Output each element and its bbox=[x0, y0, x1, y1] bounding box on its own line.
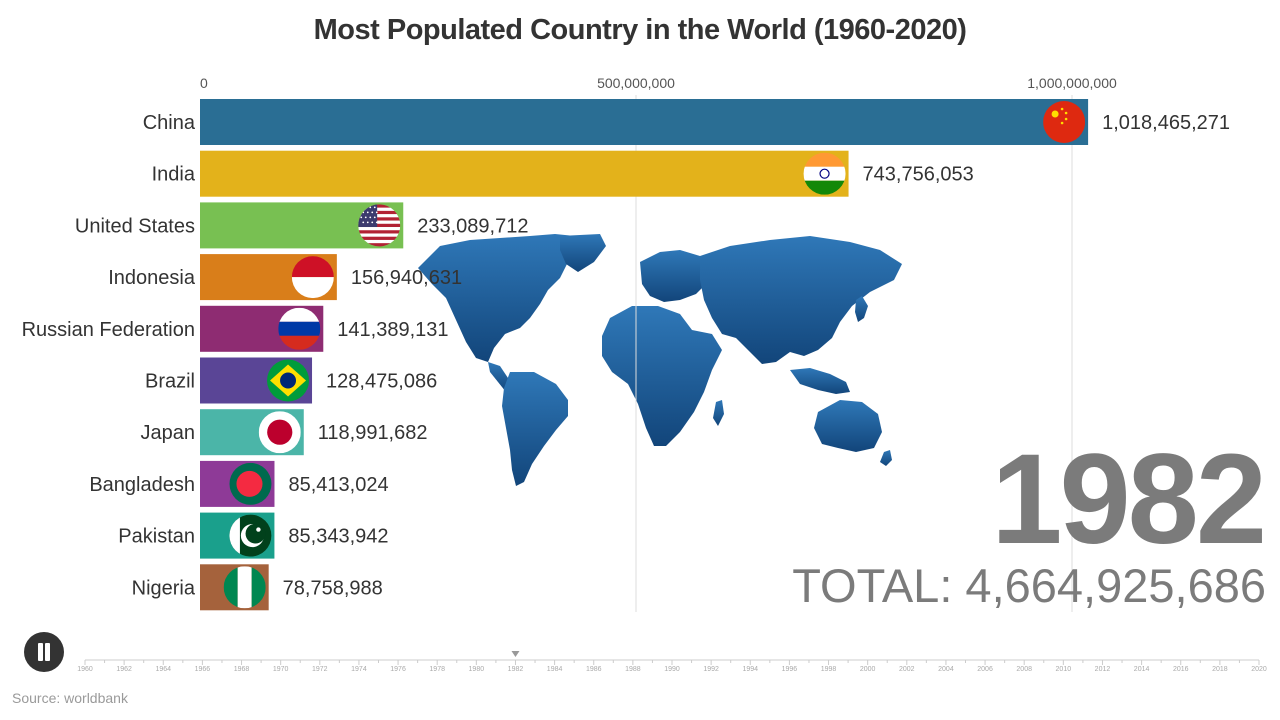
nigeria-flag-icon bbox=[223, 566, 266, 609]
category-label: Nigeria bbox=[132, 577, 196, 599]
bar-row: Nigeria 78,758,988 bbox=[132, 564, 383, 611]
timeline-marker bbox=[511, 651, 520, 657]
bar-row: Bangladesh 85,413,024 bbox=[89, 460, 389, 507]
bar-row: Pakistan 85,343,942 bbox=[118, 512, 389, 559]
x-tick-label: 0 bbox=[200, 75, 208, 91]
bar-row: Indonesia 156,940,631 bbox=[108, 254, 462, 301]
timeline-label: 2016 bbox=[1173, 666, 1189, 673]
category-label: Russian Federation bbox=[22, 319, 195, 341]
timeline-label: 2010 bbox=[1056, 666, 1072, 673]
us-flag-icon bbox=[358, 204, 401, 247]
value-label: 1,018,465,271 bbox=[1102, 112, 1230, 134]
value-label: 743,756,053 bbox=[863, 164, 974, 186]
value-label: 118,991,682 bbox=[318, 422, 428, 444]
bar-row: Japan 118,991,682 bbox=[141, 409, 428, 456]
category-label: India bbox=[152, 164, 196, 186]
bar bbox=[200, 99, 1089, 145]
value-label: 85,413,024 bbox=[288, 474, 388, 496]
timeline-label: 2020 bbox=[1251, 666, 1267, 673]
category-label: Japan bbox=[141, 422, 196, 444]
russia-flag-icon bbox=[278, 307, 321, 350]
india-flag-icon bbox=[803, 152, 846, 195]
timeline-label: 2006 bbox=[977, 666, 993, 673]
china-flag-icon bbox=[1043, 101, 1086, 143]
pause-icon-bar bbox=[45, 643, 50, 661]
timeline-label: 1994 bbox=[742, 666, 758, 673]
bar-row: Brazil 128,475,086 bbox=[145, 357, 437, 404]
bar-row: India 743,756,053 bbox=[152, 150, 974, 197]
pakistan-flag-icon bbox=[229, 514, 272, 557]
category-label: Brazil bbox=[145, 371, 195, 393]
timeline-label: 1964 bbox=[155, 666, 171, 673]
brazil-flag-icon bbox=[267, 359, 310, 402]
source-note: Source: worldbank bbox=[12, 690, 128, 706]
bars-group: China 1,018,465,271 India 743,756,053 United… bbox=[22, 99, 1230, 611]
timeline-label: 1962 bbox=[116, 666, 132, 673]
timeline-label: 1998 bbox=[821, 666, 837, 673]
value-label: 78,758,988 bbox=[283, 577, 383, 599]
timeline-label: 1996 bbox=[782, 666, 798, 673]
year-display: 1982 bbox=[991, 428, 1267, 571]
value-label: 233,089,712 bbox=[417, 215, 528, 237]
category-label: China bbox=[143, 112, 196, 134]
timeline-label: 1992 bbox=[703, 666, 719, 673]
timeline-label: 1970 bbox=[273, 666, 289, 673]
timeline-label: 2004 bbox=[938, 666, 954, 673]
timeline-label: 1960 bbox=[77, 666, 93, 673]
timeline-slider[interactable]: 1960 1962 1964 1966 1968 1970 1972 1974 1976 1978… bbox=[72, 648, 1272, 678]
timeline-label: 1968 bbox=[234, 666, 250, 673]
value-label: 156,940,631 bbox=[351, 267, 462, 289]
timeline-label: 1972 bbox=[312, 666, 328, 673]
value-label: 128,475,086 bbox=[326, 371, 437, 393]
world-map-icon bbox=[418, 234, 902, 486]
x-axis: 0 500,000,000 1,000,000,000 bbox=[200, 75, 1117, 91]
timeline-label: 2002 bbox=[899, 666, 915, 673]
category-label: Bangladesh bbox=[89, 474, 195, 496]
timeline-label: 2018 bbox=[1212, 666, 1228, 673]
x-tick-label: 500,000,000 bbox=[597, 75, 675, 91]
timeline-label: 1986 bbox=[586, 666, 602, 673]
timeline-label: 1976 bbox=[390, 666, 406, 673]
total-population: TOTAL: 4,664,925,686 bbox=[792, 559, 1266, 612]
timeline-label: 1974 bbox=[351, 666, 367, 673]
value-label: 141,389,131 bbox=[337, 319, 448, 341]
timeline-label: 1984 bbox=[547, 666, 563, 673]
indonesia-flag-icon bbox=[291, 256, 334, 299]
bar-row: China 1,018,465,271 bbox=[143, 99, 1230, 145]
category-label: Pakistan bbox=[118, 526, 195, 548]
timeline-label: 1982 bbox=[508, 666, 524, 673]
timeline-label: 1990 bbox=[664, 666, 680, 673]
bar-row: United States 233,089,712 bbox=[75, 202, 528, 249]
bangladesh-flag-icon bbox=[229, 462, 272, 505]
bar-row: Russian Federation 141,389,131 bbox=[22, 305, 449, 352]
timeline-label: 1966 bbox=[195, 666, 211, 673]
play-pause-button[interactable] bbox=[24, 632, 64, 672]
timeline-label: 2012 bbox=[1095, 666, 1111, 673]
category-label: United States bbox=[75, 215, 195, 237]
timeline-label: 1988 bbox=[625, 666, 641, 673]
pause-icon bbox=[38, 643, 43, 661]
timeline-label: 2014 bbox=[1134, 666, 1150, 673]
chart-title: Most Populated Country in the World (196… bbox=[313, 14, 967, 46]
x-tick-label: 1,000,000,000 bbox=[1027, 75, 1117, 91]
timeline-label: 1980 bbox=[469, 666, 485, 673]
timeline-label: 1978 bbox=[429, 666, 445, 673]
japan-flag-icon bbox=[258, 411, 301, 454]
category-label: Indonesia bbox=[108, 267, 196, 289]
value-label: 85,343,942 bbox=[288, 526, 388, 548]
timeline-label: 2008 bbox=[1016, 666, 1032, 673]
bar bbox=[200, 150, 849, 197]
timeline-label: 2000 bbox=[860, 666, 876, 673]
